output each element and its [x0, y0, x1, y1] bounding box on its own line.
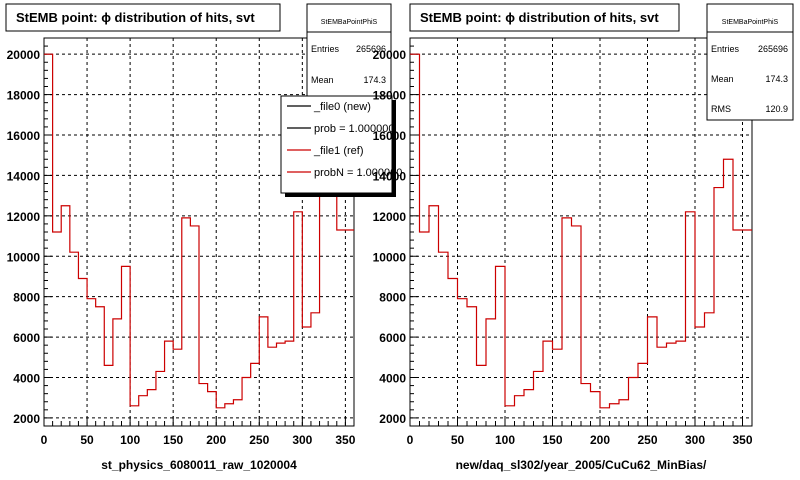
legend-box	[280, 95, 393, 194]
x-tick-label: 150	[163, 433, 183, 447]
y-tick-label: 14000	[7, 169, 41, 183]
histogram-series-line	[410, 53, 752, 409]
x-tick-label: 50	[80, 433, 94, 447]
x-tick-label: 300	[685, 433, 705, 447]
x-tick-label: 100	[495, 433, 515, 447]
chart-title: StEMB point: ϕ distribution of hits, svt	[420, 10, 659, 25]
stats-label: RMS	[711, 104, 731, 114]
stats-label: Mean	[711, 74, 734, 84]
chart-panel-2: 2000400060008000100001200014000160001800…	[373, 3, 794, 472]
y-tick-label: 12000	[7, 210, 41, 224]
y-tick-label: 12000	[373, 210, 407, 224]
y-tick-label: 4000	[379, 372, 406, 386]
stats-value: 120.9	[765, 104, 788, 114]
x-axis-label: st_physics_6080011_raw_1020004	[101, 458, 297, 472]
stats-value: 174.3	[363, 75, 386, 85]
x-tick-label: 300	[292, 433, 312, 447]
x-tick-label: 200	[590, 433, 610, 447]
y-tick-label: 4000	[13, 372, 40, 386]
x-axis-label: new/daq_sl302/year_2005/CuCu62_MinBias/	[456, 458, 707, 472]
stats-value: 174.3	[765, 74, 788, 84]
x-tick-label: 200	[206, 433, 226, 447]
x-tick-label: 50	[451, 433, 465, 447]
x-tick-label: 150	[542, 433, 562, 447]
x-tick-label: 100	[120, 433, 140, 447]
legend-label: prob = 1.000000	[314, 123, 394, 135]
chart-title: StEMB point: ϕ distribution of hits, svt	[16, 10, 255, 25]
stats-label: Mean	[311, 75, 334, 85]
stats-value: 265696	[356, 44, 386, 54]
y-tick-label: 2000	[379, 412, 406, 426]
legend-label: _file0 (new)	[313, 101, 371, 113]
y-tick-label: 14000	[373, 169, 407, 183]
y-tick-label: 10000	[7, 250, 41, 264]
legend-label: _file1 (ref)	[313, 145, 364, 157]
y-tick-label: 20000	[373, 48, 407, 62]
y-tick-label: 8000	[379, 291, 406, 305]
y-tick-label: 6000	[379, 331, 406, 345]
y-tick-label: 20000	[7, 48, 41, 62]
title-box	[5, 3, 281, 32]
stats-name: StEMBaPointPhiS	[321, 19, 378, 26]
y-tick-label: 8000	[13, 291, 40, 305]
x-tick-label: 0	[407, 433, 414, 447]
stats-label: Entries	[311, 44, 340, 54]
y-tick-label: 18000	[7, 89, 41, 103]
y-tick-label: 2000	[13, 412, 40, 426]
x-tick-label: 350	[732, 433, 752, 447]
y-tick-label: 18000	[373, 89, 407, 103]
x-tick-label: 350	[335, 433, 355, 447]
stats-box	[706, 3, 794, 121]
stats-label: Entries	[711, 44, 740, 54]
y-tick-label: 16000	[7, 129, 41, 143]
y-tick-label: 6000	[13, 331, 40, 345]
stats-value: 265696	[758, 44, 788, 54]
y-tick-label: 16000	[373, 129, 407, 143]
legend-label: probN = 1.000000	[314, 167, 402, 179]
x-tick-label: 250	[249, 433, 269, 447]
y-tick-label: 10000	[373, 250, 407, 264]
histogram-series-line	[44, 53, 354, 409]
x-tick-label: 250	[637, 433, 657, 447]
title-box	[409, 3, 680, 32]
stats-name: StEMBaPointPhiS	[722, 19, 779, 26]
chart-panel-1: 2000400060008000100001200014000160001800…	[5, 3, 402, 472]
x-tick-label: 0	[41, 433, 48, 447]
